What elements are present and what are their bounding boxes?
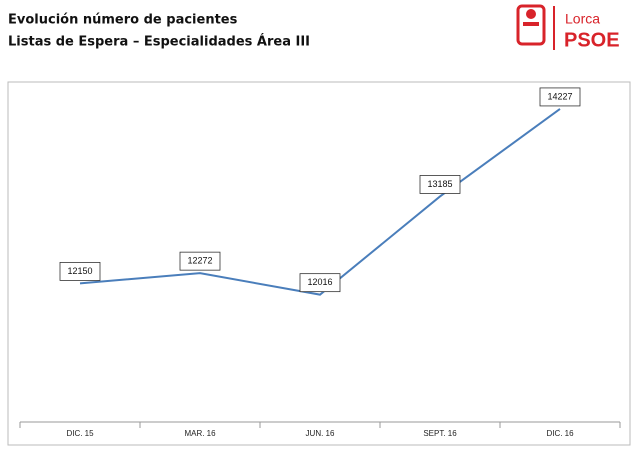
value-label-box [299, 273, 341, 293]
logo-city: Lorca [565, 11, 600, 27]
logo-fist [523, 22, 539, 26]
plot-frame [7, 81, 631, 446]
x-tick-label: MAR. 16 [184, 429, 216, 438]
value-label-box [179, 251, 221, 271]
x-tick-label: JUN. 16 [306, 429, 335, 438]
value-label-box [419, 175, 461, 194]
value-label-box [539, 87, 581, 107]
chart-title: Evolución número de pacientes [8, 13, 238, 28]
x-tick-label: DIC. 16 [546, 429, 574, 438]
value-label-box [59, 261, 101, 281]
value-label: 12272 [187, 256, 212, 266]
logo: Lorca PSOE [516, 4, 620, 51]
x-tick-label: DIC. 15 [66, 429, 94, 438]
x-tick-label: SEPT. 16 [423, 429, 457, 438]
logo-rose [526, 9, 536, 19]
chart-subtitle: Listas de Espera – Especialidades Área I… [8, 34, 310, 50]
value-label: 12016 [307, 277, 332, 287]
line [79, 108, 561, 296]
logo-party: PSOE [564, 29, 620, 51]
value-label: 12150 [67, 266, 92, 276]
value-label: 14227 [547, 91, 572, 101]
value-label: 13185 [427, 179, 452, 189]
